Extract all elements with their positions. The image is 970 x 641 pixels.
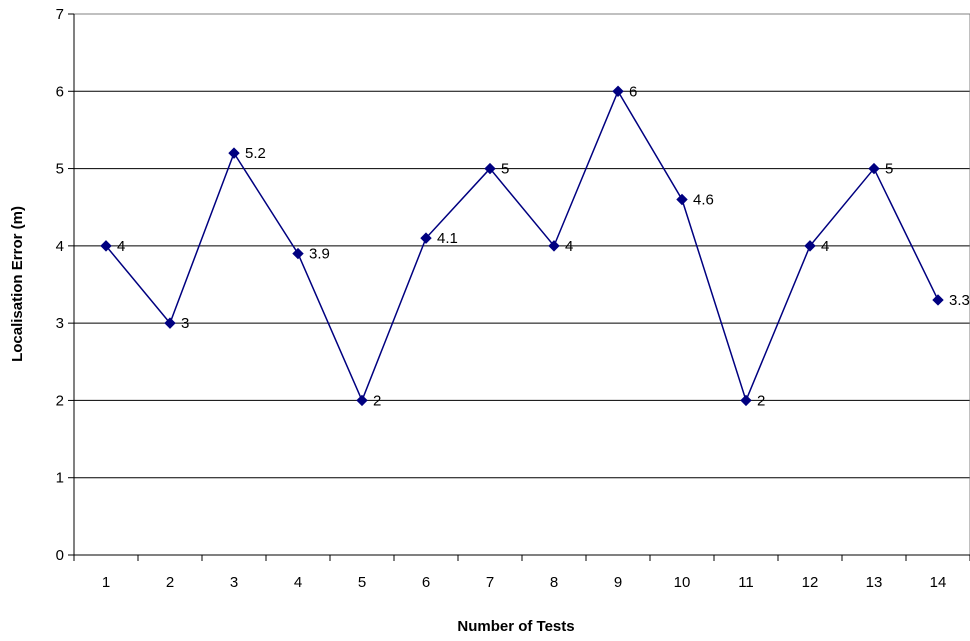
x-tick-label: 8 [550,574,558,591]
data-label: 2 [757,392,765,409]
y-tick-label: 3 [56,315,64,332]
data-point-marker [292,247,304,260]
y-tick-label: 0 [56,547,64,564]
data-point-marker [356,394,368,407]
y-tick-label: 6 [56,83,64,100]
x-tick-label: 2 [166,574,174,591]
data-label: 3.3 [949,292,970,309]
data-label: 4 [565,238,573,255]
data-point-marker [932,294,944,306]
data-point-marker [804,240,816,252]
data-label: 5.2 [245,145,266,162]
data-label: 4 [821,238,829,255]
x-tick-label: 6 [422,574,430,591]
series-polyline [105,89,939,403]
data-point-marker [228,147,240,159]
y-axis-ticks: 0 1 2 3 4 5 6 7 [56,6,75,564]
data-point-marker [676,193,688,206]
data-point-marker [420,232,432,244]
y-tick-label: 1 [56,470,64,487]
x-tick-label: 13 [866,574,883,591]
x-tick-label: 9 [614,574,622,591]
x-tick-label: 12 [802,574,819,591]
data-point-marker [868,162,880,175]
series-line [105,89,939,403]
x-axis-ticks: 1 2 3 4 5 6 7 8 9 10 11 12 13 14 [73,554,970,591]
data-point-marker [100,240,112,252]
data-label: 4 [117,238,125,255]
data-point-marker [164,317,176,329]
axes [73,13,970,556]
data-labels: 4 3 5.2 3.9 2 4.1 5 4 6 4.6 2 4 5 3.3 [117,83,970,409]
data-label: 5 [885,161,893,178]
data-point-marker [484,162,496,175]
x-tick-label: 3 [230,574,238,591]
x-tick-label: 11 [738,574,754,591]
data-point-marker [548,240,560,252]
y-tick-label: 4 [56,238,64,255]
data-point-marker [612,85,624,97]
x-axis-title: Number of Tests [457,618,574,635]
x-tick-label: 4 [294,574,302,591]
data-label: 5 [501,161,509,178]
data-label: 4.1 [437,230,458,247]
data-label: 2 [373,392,381,409]
plot-area-border [73,13,970,556]
y-tick-label: 2 [56,392,64,409]
data-label: 6 [629,83,637,100]
x-tick-label: 10 [674,574,691,591]
x-tick-label: 7 [486,574,494,591]
x-tick-label: 5 [358,574,366,591]
data-points [100,85,944,407]
data-label: 4.6 [693,191,714,208]
data-point-marker [740,394,752,407]
y-tick-label: 5 [56,161,64,178]
x-tick-label: 1 [102,574,110,591]
data-label: 3 [181,315,189,332]
x-tick-label: 14 [930,574,947,591]
y-tick-label: 7 [56,6,64,23]
data-label: 3.9 [309,246,330,263]
y-axis-title: Localisation Error (m) [9,206,26,362]
gridlines [74,90,970,479]
